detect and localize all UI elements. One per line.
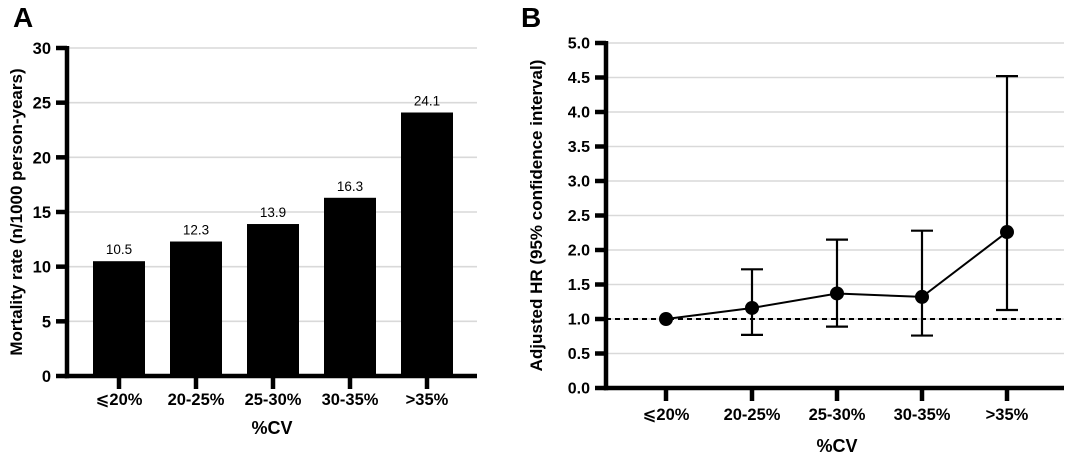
panel-a-label: A bbox=[13, 2, 34, 33]
x-axis-title: %CV bbox=[816, 436, 857, 456]
bar-value-label: 10.5 bbox=[106, 242, 132, 257]
x-axis-tick-label: ⩽20% bbox=[643, 406, 690, 424]
x-axis-tick-label: ⩽20% bbox=[96, 391, 143, 409]
y-axis-tick-label: 0.5 bbox=[568, 346, 590, 363]
y-axis-tick-label: 0 bbox=[42, 368, 51, 386]
y-axis-tick-label: 1.0 bbox=[568, 312, 590, 329]
data-point bbox=[659, 312, 673, 326]
y-axis-tick-label: 5.0 bbox=[568, 36, 590, 53]
bar-value-label: 13.9 bbox=[260, 205, 286, 220]
y-axis-tick-label: 2.5 bbox=[568, 208, 590, 225]
bar bbox=[170, 241, 222, 376]
bar-value-label: 24.1 bbox=[414, 94, 440, 109]
x-axis-tick-label: 30-35% bbox=[322, 391, 379, 409]
bar bbox=[324, 197, 376, 376]
bar bbox=[401, 112, 453, 377]
bar bbox=[93, 261, 145, 376]
x-axis-tick-label: 25-30% bbox=[809, 406, 866, 424]
y-axis-tick-label: 20 bbox=[33, 149, 51, 167]
x-axis-tick-label: 20-25% bbox=[168, 391, 225, 409]
y-axis-tick-label: 2.0 bbox=[568, 243, 590, 260]
x-axis-tick-label: 20-25% bbox=[724, 406, 781, 424]
panel-a-bar-chart: 10.5 12.3 13.9 16.3 24.1 0 5 10 15 20 25 30 ⩽20% 20-2… bbox=[7, 40, 477, 438]
y-axis-tick-label: 3.5 bbox=[568, 139, 590, 156]
y-axis-tick-label: 10 bbox=[33, 259, 51, 277]
data-point bbox=[915, 289, 929, 304]
y-axis-tick-label: 30 bbox=[33, 40, 51, 58]
y-axis-tick-label: 25 bbox=[33, 95, 51, 113]
y-axis-tick-label: 3.0 bbox=[568, 174, 590, 191]
x-axis-tick-label: 25-30% bbox=[245, 391, 302, 409]
data-point bbox=[830, 286, 844, 301]
y-axis-tick-label: 4.0 bbox=[568, 105, 590, 122]
y-axis-title: Adjusted HR (95% confidence interval) bbox=[527, 60, 546, 372]
y-axis-tick-label: 0.0 bbox=[568, 381, 590, 398]
y-axis-tick-label: 15 bbox=[33, 204, 51, 222]
bar-value-label: 16.3 bbox=[337, 179, 363, 194]
x-axis-tick-label: >35% bbox=[986, 406, 1029, 424]
y-axis-title: Mortality rate (n/1000 person-years) bbox=[7, 68, 26, 355]
data-point bbox=[745, 300, 759, 315]
data-point bbox=[1000, 225, 1014, 240]
panel-b-line-chart: 0.0 0.5 1.0 1.5 2.0 2.5 3.0 3.5 4.0 4.5 5.0 ⩽20% 20-… bbox=[527, 36, 1064, 456]
y-axis-tick-label: 5 bbox=[42, 313, 51, 331]
x-axis-title: %CV bbox=[251, 418, 292, 438]
panel-b-label: B bbox=[521, 2, 542, 33]
bar-value-label: 12.3 bbox=[183, 223, 209, 238]
y-axis-tick-label: 4.5 bbox=[568, 70, 590, 87]
y-axis-tick-label: 1.5 bbox=[568, 277, 590, 294]
bar bbox=[247, 224, 299, 376]
x-axis-tick-label: >35% bbox=[406, 391, 449, 409]
x-axis-tick-label: 30-35% bbox=[894, 406, 951, 424]
